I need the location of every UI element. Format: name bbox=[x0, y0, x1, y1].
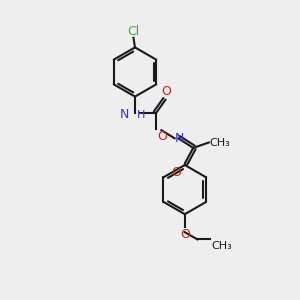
Text: O: O bbox=[161, 85, 171, 98]
Text: O: O bbox=[158, 130, 167, 143]
Text: Cl: Cl bbox=[128, 25, 140, 38]
Text: O: O bbox=[180, 228, 190, 241]
Text: N: N bbox=[175, 132, 184, 145]
Text: N: N bbox=[120, 108, 130, 121]
Text: CH₃: CH₃ bbox=[211, 241, 232, 250]
Text: CH₃: CH₃ bbox=[209, 137, 230, 148]
Text: O: O bbox=[171, 166, 181, 179]
Text: H: H bbox=[130, 110, 145, 120]
